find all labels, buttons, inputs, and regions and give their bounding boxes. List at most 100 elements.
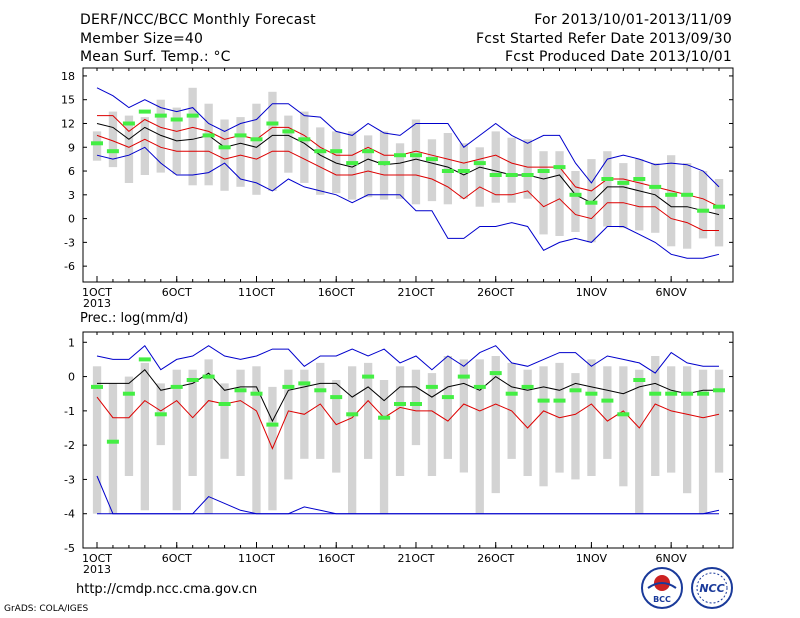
x-tick-label: 21OCT	[397, 286, 434, 299]
spread-bar	[443, 356, 452, 459]
observed-marker	[106, 439, 119, 444]
observed-marker	[441, 395, 454, 400]
bcc-logo-icon: BCC	[641, 567, 683, 609]
series-line-mean	[97, 368, 719, 423]
spread-bar	[188, 87, 197, 186]
observed-marker	[457, 374, 470, 379]
spread-bar	[332, 131, 341, 194]
observed-marker	[410, 153, 422, 158]
y-tick-label: 9	[68, 141, 75, 154]
y-tick-label: 18	[61, 70, 75, 83]
spread-bar	[651, 356, 660, 476]
spread-bar	[698, 369, 708, 514]
x-tick-label: 26OCT	[477, 552, 514, 565]
spread-bar	[268, 91, 277, 191]
observed-marker	[681, 192, 694, 197]
spread-bar	[427, 139, 437, 202]
observed-marker	[282, 384, 295, 389]
observed-marker	[665, 192, 678, 197]
y-tick-label: 12	[61, 117, 75, 130]
spread-bar	[714, 179, 724, 247]
observed-marker	[282, 129, 295, 134]
observed-marker	[266, 121, 279, 126]
series-line-max	[96, 87, 720, 188]
observed-marker	[298, 137, 311, 142]
spread-bar	[587, 359, 596, 476]
observed-marker	[649, 184, 662, 189]
x-tick-label: 16OCT	[318, 286, 355, 299]
observed-marker	[106, 149, 119, 154]
x-tick-label: 21OCT	[397, 552, 434, 565]
observed-marker	[266, 422, 279, 427]
temperature-panel: -6 -3 0 3 6 9 12 15 18 1OCT 6OCT 11OCT 16OCT 21OCT 26O…	[61, 67, 734, 310]
spread-bar	[204, 103, 213, 186]
spread-bar	[683, 366, 692, 494]
observed-marker	[154, 412, 167, 417]
observed-marker	[697, 208, 710, 213]
observed-marker	[505, 173, 518, 177]
spread-bar	[459, 359, 468, 473]
spread-bar	[332, 380, 341, 473]
observed-marker	[91, 141, 103, 146]
spread-bar	[204, 359, 213, 514]
observed-marker	[218, 145, 231, 150]
spread-bar	[379, 380, 389, 514]
y-tick-label: 1	[68, 336, 75, 349]
spread-bar	[395, 143, 405, 199]
y-tick-label: -5	[64, 542, 75, 555]
spread-bar	[651, 163, 660, 233]
observed-marker	[473, 161, 486, 166]
forecast-produced-date: Fcst Produced Date 2013/10/01	[504, 49, 732, 65]
observed-marker	[394, 153, 406, 158]
observed-marker	[489, 371, 502, 376]
x-year-label: 2013	[83, 297, 111, 310]
observed-marker	[585, 391, 598, 396]
ncc-logo-text: NCC	[699, 582, 724, 595]
observed-marker	[425, 157, 438, 162]
observed-marker	[425, 384, 438, 389]
observed-marker	[122, 391, 135, 396]
observed-marker	[410, 402, 422, 406]
spread-bar	[379, 131, 389, 200]
spread-bar	[364, 362, 373, 459]
x-tick-label: 11OCT	[238, 552, 275, 565]
x-tick-label: 6OCT	[162, 286, 192, 299]
observed-marker	[489, 173, 502, 177]
y-tick-label: -3	[64, 473, 75, 486]
spread-bar	[411, 119, 421, 205]
spread-bar	[300, 111, 309, 183]
spread-bar	[284, 369, 293, 480]
x-tick-label: 1NOV	[576, 552, 608, 565]
observed-marker	[473, 384, 486, 389]
observed-marker	[218, 402, 231, 406]
observed-marker	[665, 391, 678, 396]
y-tick-label: -4	[64, 508, 75, 521]
observed-marker	[170, 384, 183, 389]
observed-marker	[138, 357, 151, 362]
observed-marker	[601, 177, 614, 181]
observed-marker	[697, 391, 710, 396]
observed-marker	[250, 391, 263, 396]
observed-marker	[154, 113, 167, 118]
spread-bar	[603, 366, 612, 459]
x-tick-label: 1OCT	[82, 286, 112, 299]
observed-marker	[617, 180, 630, 185]
observed-marker	[170, 117, 183, 122]
spread-bar	[427, 373, 437, 476]
observed-marker	[649, 391, 662, 396]
spread-bar	[491, 131, 500, 203]
spread-bar	[443, 133, 452, 205]
observed-marker	[521, 384, 534, 389]
observed-marker	[202, 374, 215, 379]
spread-bar	[411, 369, 421, 446]
observed-marker	[186, 378, 199, 382]
spread-bar	[619, 366, 628, 487]
spread-bar	[635, 369, 644, 514]
spread-bar	[348, 131, 357, 200]
precip-label: Prec.: log(mm/d)	[80, 311, 188, 326]
observed-marker	[569, 192, 582, 197]
observed-marker	[330, 395, 343, 400]
observed-marker	[633, 378, 646, 382]
